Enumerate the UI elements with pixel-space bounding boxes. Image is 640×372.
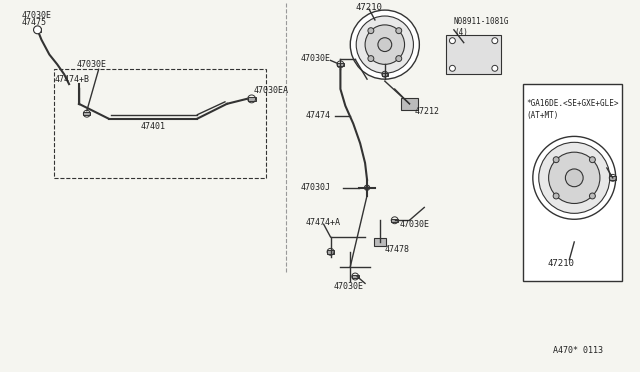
Text: 47401: 47401 <box>140 122 165 131</box>
Text: 47030E: 47030E <box>22 10 52 19</box>
Circle shape <box>356 16 413 73</box>
Text: 47474+A: 47474+A <box>306 218 341 227</box>
Bar <box>401 98 419 110</box>
Circle shape <box>396 28 402 33</box>
Text: 47475: 47475 <box>22 19 47 28</box>
Circle shape <box>449 65 456 71</box>
Bar <box>391 218 398 222</box>
Bar <box>83 112 90 115</box>
Text: 47030E: 47030E <box>301 54 331 63</box>
Text: 47210: 47210 <box>548 259 575 268</box>
Bar <box>447 35 500 74</box>
Circle shape <box>449 38 456 44</box>
Text: 47478: 47478 <box>385 246 410 254</box>
Circle shape <box>533 137 616 219</box>
Circle shape <box>492 65 498 71</box>
Text: 47474: 47474 <box>306 111 331 120</box>
Circle shape <box>589 193 595 199</box>
Circle shape <box>368 28 374 33</box>
Bar <box>337 62 344 66</box>
Text: 47030E: 47030E <box>399 220 429 229</box>
Circle shape <box>350 10 419 79</box>
Circle shape <box>553 157 559 163</box>
Bar <box>327 250 334 254</box>
Bar <box>54 69 266 178</box>
Text: 47212: 47212 <box>415 107 440 116</box>
Text: A470* 0113: A470* 0113 <box>552 346 602 355</box>
Text: 47210: 47210 <box>355 3 382 12</box>
Circle shape <box>553 193 559 199</box>
Text: 47030EA: 47030EA <box>253 87 289 96</box>
Text: N08911-1081G
(4): N08911-1081G (4) <box>454 17 509 36</box>
Circle shape <box>492 38 498 44</box>
Text: *GA16DE.<SE+GXE+GLE>
(AT+MT): *GA16DE.<SE+GXE+GLE> (AT+MT) <box>526 99 618 120</box>
Text: 47030E: 47030E <box>77 60 107 69</box>
Bar <box>374 238 386 246</box>
Circle shape <box>548 152 600 203</box>
Circle shape <box>33 26 42 34</box>
Circle shape <box>365 25 404 64</box>
Text: 47030E: 47030E <box>333 282 364 291</box>
Bar <box>248 97 255 101</box>
Circle shape <box>589 157 595 163</box>
Bar <box>523 84 621 282</box>
Bar <box>352 275 358 278</box>
Circle shape <box>378 38 392 52</box>
Circle shape <box>364 185 370 190</box>
Text: 47474+B: 47474+B <box>54 75 89 84</box>
Circle shape <box>396 56 402 61</box>
Circle shape <box>565 169 583 187</box>
Bar <box>382 73 388 76</box>
Bar <box>609 176 616 180</box>
Text: 47030J: 47030J <box>301 183 331 192</box>
Bar <box>34 28 41 32</box>
Circle shape <box>368 56 374 61</box>
Circle shape <box>539 142 610 214</box>
